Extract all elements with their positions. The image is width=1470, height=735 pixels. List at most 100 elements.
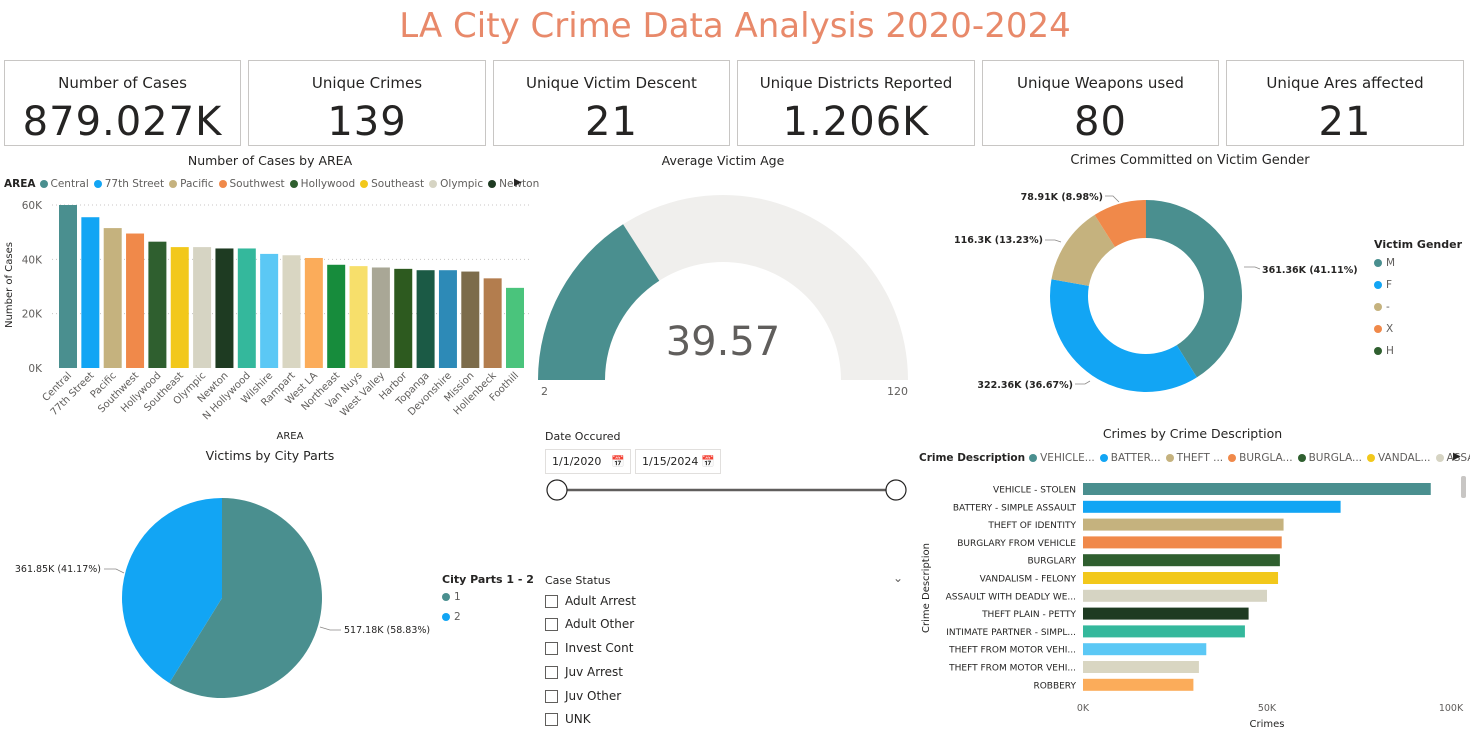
card-unique-crimes[interactable]: Unique Crimes 139 — [248, 60, 486, 146]
card-unique-areas[interactable]: Unique Ares affected 21 — [1226, 60, 1464, 146]
legend-item[interactable]: VEHICLE... — [1029, 452, 1095, 464]
legend-item[interactable]: H — [1374, 345, 1462, 357]
slider-end-handle[interactable] — [885, 479, 907, 501]
bar-hollenbeck[interactable] — [483, 278, 502, 368]
card-unique-victim-descent[interactable]: Unique Victim Descent 21 — [493, 60, 730, 146]
bar-topanga[interactable] — [416, 270, 435, 368]
legend-item[interactable]: BATTER... — [1099, 452, 1161, 464]
option-label: Adult Other — [565, 617, 635, 631]
bar-crime-0[interactable] — [1083, 483, 1431, 495]
legend-item[interactable]: Pacific — [169, 178, 214, 190]
legend-item[interactable]: Central — [39, 178, 89, 190]
slice-1[interactable] — [169, 498, 323, 698]
bar-west-valley[interactable] — [371, 267, 390, 368]
bar-hollywood[interactable] — [148, 241, 167, 368]
bar-crime-4[interactable] — [1083, 554, 1280, 567]
bar-77th-street[interactable] — [81, 217, 100, 368]
legend-item[interactable]: Olympic — [429, 178, 483, 190]
bar-devonshire[interactable] — [438, 270, 457, 368]
legend-item[interactable]: BURGLA... — [1228, 452, 1293, 464]
legend-item[interactable]: - — [1374, 301, 1462, 313]
bar-n-hollywood[interactable] — [237, 248, 256, 368]
case-status-option[interactable]: UNK — [545, 712, 591, 726]
bar-newton[interactable] — [215, 248, 234, 368]
bar-harbor[interactable] — [394, 268, 413, 368]
bar-crime-6[interactable] — [1083, 589, 1267, 602]
bar-west-la[interactable] — [304, 257, 323, 368]
legend-item[interactable]: Southeast — [360, 178, 424, 190]
calendar-icon[interactable]: 📅 — [701, 455, 715, 468]
slice-X[interactable] — [1094, 200, 1146, 248]
case-status-option[interactable]: Invest Cont — [545, 641, 633, 655]
bar-southeast[interactable] — [170, 247, 189, 368]
legend-dot — [289, 180, 298, 188]
checkbox[interactable] — [545, 712, 558, 726]
chevron-down-icon[interactable]: ⌄ — [893, 571, 904, 585]
card-unique-weapons[interactable]: Unique Weapons used 80 — [982, 60, 1219, 146]
bar-van-nuys[interactable] — [349, 266, 368, 368]
slice-M[interactable] — [1146, 200, 1242, 378]
legend-item[interactable]: ASSAUL... — [1435, 452, 1470, 464]
bar-central[interactable] — [59, 205, 77, 368]
legend-item[interactable]: Hollywood — [289, 178, 355, 190]
bar-crime-7[interactable] — [1083, 607, 1249, 620]
slider-start-handle[interactable] — [546, 479, 568, 501]
calendar-icon[interactable]: 📅 — [611, 455, 625, 468]
legend-item[interactable]: THEFT ... — [1165, 452, 1223, 464]
legend-item[interactable]: M — [1374, 257, 1462, 269]
slice-F[interactable] — [1050, 279, 1197, 392]
bar-rampart[interactable] — [282, 255, 301, 368]
legend-dot — [1165, 454, 1174, 462]
gender-donut-chart[interactable]: 361.36K (41.11%) 322.36K (36.67%) 116.3K… — [915, 170, 1470, 410]
card-unique-districts[interactable]: Unique Districts Reported 1.206K — [737, 60, 975, 146]
case-status-option[interactable]: Juv Arrest — [545, 665, 623, 679]
chevron-right-icon[interactable]: ▶ — [514, 177, 522, 188]
bar-crime-1[interactable] — [1083, 500, 1341, 513]
case-status-option[interactable]: Juv Other — [545, 689, 621, 703]
bar-crime-9[interactable] — [1083, 643, 1207, 656]
card-number-of-cases[interactable]: Number of Cases 879.027K — [4, 60, 241, 146]
legend-item[interactable]: Southwest — [218, 178, 285, 190]
legend-item[interactable]: BURGLA... — [1297, 452, 1362, 464]
legend-item[interactable]: 1 — [442, 591, 534, 603]
bar-crime-10[interactable] — [1083, 661, 1199, 673]
bar-crime-2[interactable] — [1083, 518, 1284, 531]
checkbox[interactable] — [545, 665, 558, 679]
average-age-gauge[interactable]: 39.57 2 120 — [536, 180, 912, 405]
legend-item[interactable]: Newton — [488, 178, 539, 190]
chevron-right-icon[interactable]: ▶ — [1453, 451, 1461, 462]
bar-crime-3[interactable] — [1083, 536, 1282, 549]
legend-item[interactable]: 77th Street — [93, 178, 164, 190]
slice--[interactable] — [1051, 214, 1115, 286]
checkbox[interactable] — [545, 689, 558, 703]
legend-title: Crime Description — [919, 452, 1026, 464]
legend-dot — [442, 593, 450, 601]
legend-item[interactable]: F — [1374, 279, 1462, 291]
cityparts-pie-chart[interactable]: 361.85K (41.17%) 517.18K (58.83%) — [0, 480, 440, 720]
bar-olympic[interactable] — [193, 247, 212, 368]
legend-item[interactable]: VANDAL... — [1367, 452, 1431, 464]
checkbox[interactable] — [545, 594, 558, 608]
legend-item[interactable]: 2 — [442, 611, 534, 623]
bar-wilshire[interactable] — [260, 253, 279, 368]
end-date-input[interactable]: 1/15/2024 📅 — [635, 449, 721, 474]
bar-pacific[interactable] — [103, 228, 122, 368]
date-range-slider[interactable] — [540, 478, 915, 504]
start-date-input[interactable]: 1/1/2020 📅 — [545, 449, 631, 474]
case-status-option[interactable]: Adult Other — [545, 617, 634, 631]
checkbox[interactable] — [545, 617, 558, 631]
bar-crime-5[interactable] — [1083, 572, 1279, 584]
bar-northeast[interactable] — [327, 264, 346, 368]
bar-mission[interactable] — [461, 271, 480, 368]
scrollbar-thumb[interactable] — [1461, 476, 1466, 498]
checkbox[interactable] — [545, 641, 558, 655]
case-status-option[interactable]: Adult Arrest — [545, 594, 636, 608]
bar-crime-8[interactable] — [1083, 625, 1245, 638]
legend-item[interactable]: X — [1374, 323, 1462, 335]
crime-desc-bar-chart[interactable]: Crime Description VEHICLE - STOLEN BATTER… — [915, 470, 1470, 735]
bar-crime-11[interactable] — [1083, 678, 1194, 691]
bar-southwest[interactable] — [126, 233, 145, 368]
bar-foothill[interactable] — [506, 287, 524, 368]
slice-2[interactable] — [122, 498, 222, 683]
